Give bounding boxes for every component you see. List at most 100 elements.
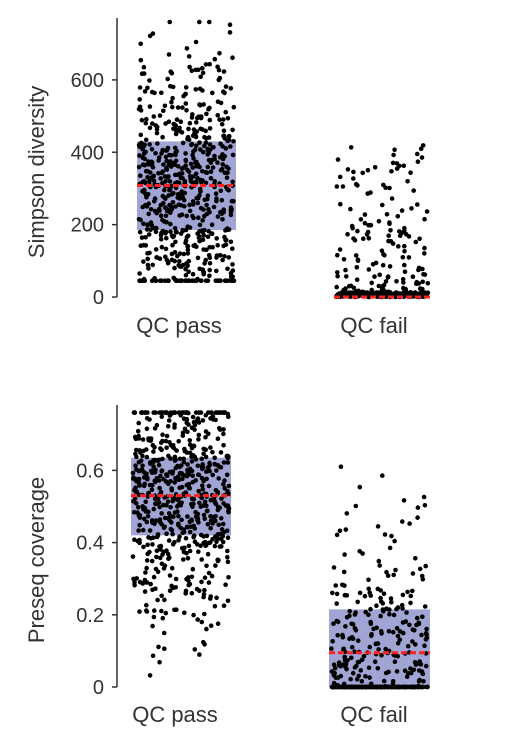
data-point xyxy=(201,446,206,452)
data-point xyxy=(203,180,209,186)
data-point xyxy=(140,146,145,152)
data-point xyxy=(179,517,184,523)
data-point xyxy=(188,176,193,182)
data-point xyxy=(207,126,213,131)
data-point xyxy=(402,243,407,249)
data-point xyxy=(228,278,234,284)
data-point xyxy=(368,606,373,612)
data-point xyxy=(169,488,175,493)
data-point xyxy=(413,239,419,245)
data-point xyxy=(158,473,163,479)
data-point xyxy=(329,646,334,651)
data-point xyxy=(395,633,401,639)
data-point xyxy=(394,626,400,631)
data-point xyxy=(332,666,338,671)
data-point xyxy=(205,551,211,557)
data-point xyxy=(137,609,142,614)
data-point xyxy=(148,581,153,587)
data-point xyxy=(193,67,198,73)
data-point xyxy=(190,473,195,479)
data-point xyxy=(161,201,166,206)
data-point xyxy=(146,509,151,515)
data-point xyxy=(170,443,176,448)
data-point xyxy=(164,433,170,439)
data-point xyxy=(148,436,154,441)
data-point xyxy=(170,95,175,101)
data-point xyxy=(211,204,217,210)
data-point xyxy=(361,236,366,241)
data-point xyxy=(159,608,164,614)
data-point xyxy=(228,239,234,245)
data-point xyxy=(410,274,416,280)
data-point xyxy=(166,418,172,423)
data-point xyxy=(186,578,191,583)
data-point xyxy=(421,272,426,277)
data-point xyxy=(197,186,203,192)
data-point xyxy=(200,70,206,76)
data-point xyxy=(158,233,164,238)
data-point xyxy=(208,410,213,415)
data-point xyxy=(400,254,406,260)
data-point xyxy=(211,514,217,520)
data-point xyxy=(181,557,186,562)
data-point xyxy=(337,174,343,180)
data-point xyxy=(208,169,214,174)
data-point xyxy=(331,621,336,626)
data-point xyxy=(344,511,350,516)
data-point xyxy=(374,603,379,608)
data-point xyxy=(221,482,226,487)
data-point xyxy=(177,196,182,201)
data-point xyxy=(143,471,148,476)
data-point xyxy=(410,627,416,632)
data-point xyxy=(363,674,368,679)
data-point xyxy=(188,524,193,529)
data-point xyxy=(374,641,379,646)
data-point xyxy=(416,265,422,271)
data-point xyxy=(334,284,340,290)
data-point xyxy=(194,278,199,284)
data-point xyxy=(177,456,183,462)
data-point xyxy=(175,497,180,503)
data-point xyxy=(205,147,210,153)
data-point xyxy=(193,134,199,140)
data-point xyxy=(225,559,231,565)
data-point xyxy=(376,558,382,564)
data-point xyxy=(381,591,387,596)
data-point xyxy=(193,160,198,165)
data-point xyxy=(200,127,205,132)
data-point xyxy=(221,603,227,608)
data-point xyxy=(202,611,207,617)
data-point xyxy=(167,152,172,158)
data-point xyxy=(395,653,401,659)
data-point xyxy=(144,608,149,613)
data-point xyxy=(218,253,223,258)
data-point xyxy=(225,505,231,510)
data-point xyxy=(214,595,219,601)
data-point xyxy=(192,427,197,432)
data-point xyxy=(140,204,145,210)
data-point xyxy=(342,592,348,598)
data-point xyxy=(140,463,145,469)
data-point xyxy=(336,660,342,665)
data-point xyxy=(352,649,357,654)
data-point xyxy=(158,547,163,552)
data-point xyxy=(345,232,350,237)
data-point xyxy=(422,245,427,251)
data-point xyxy=(381,684,386,690)
data-point xyxy=(403,232,409,237)
data-point xyxy=(178,502,184,508)
data-point xyxy=(205,152,210,157)
data-point xyxy=(221,243,226,249)
data-point xyxy=(231,139,236,144)
data-point xyxy=(150,262,155,268)
data-point xyxy=(154,210,159,216)
x-tick-label-qc-fail-bottom: QC fail xyxy=(340,702,407,727)
data-point xyxy=(230,179,235,185)
data-point xyxy=(195,511,201,517)
data-point xyxy=(141,516,147,522)
data-point xyxy=(187,120,193,126)
data-point xyxy=(410,639,415,644)
data-point xyxy=(368,222,374,228)
data-point xyxy=(130,554,136,559)
data-point xyxy=(131,576,136,582)
